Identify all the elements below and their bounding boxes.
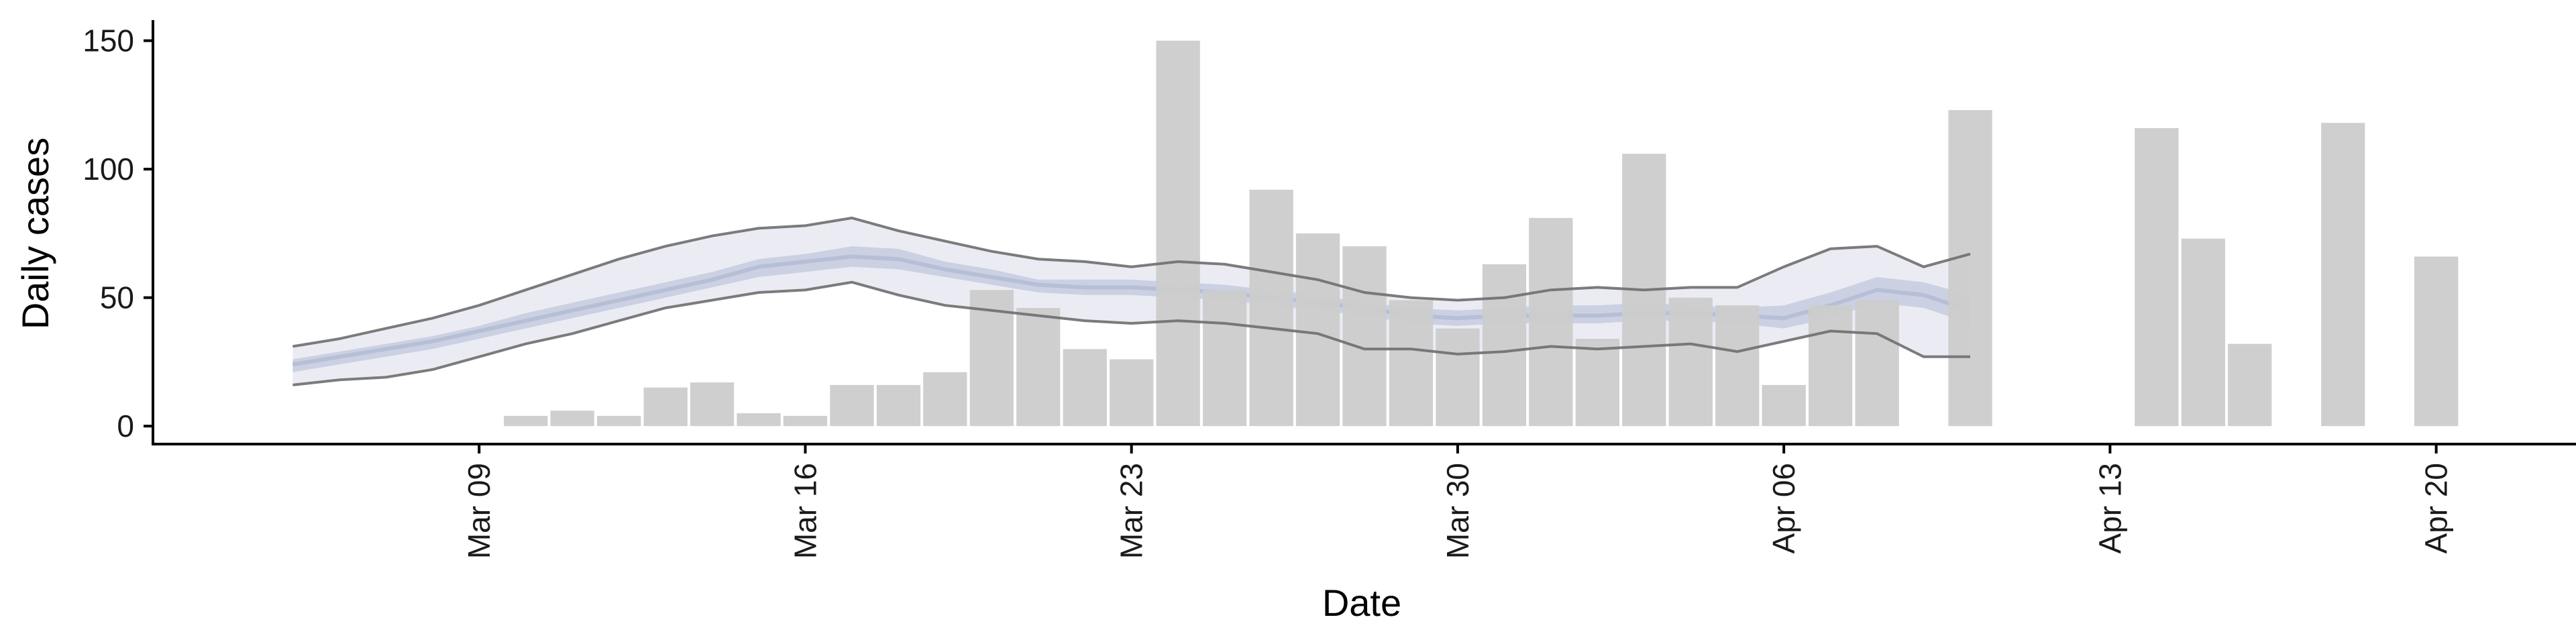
y-tick-label-100: 100 <box>83 152 134 186</box>
bar-2020-03-11 <box>550 411 594 427</box>
x-tick-label-2020-03-23: Mar 23 <box>1114 463 1149 559</box>
bar-2020-03-28 <box>1342 246 1387 427</box>
bar-2020-03-27 <box>1295 233 1340 427</box>
upper-bound-line <box>292 216 1971 348</box>
bar-2020-03-13 <box>643 387 688 427</box>
bar-2020-03-29 <box>1389 300 1434 427</box>
bar-2020-04-18 <box>2321 123 2365 427</box>
bar-2020-03-21 <box>1016 308 1061 427</box>
axis-layer: 0 50 100 150 Mar 09 Mar 16 Mar 23 Mar 30 Apr 06 A… <box>83 20 2576 559</box>
bar-2020-04-02 <box>1575 339 1619 427</box>
x-tick-label-2020-03-09: Mar 09 <box>462 463 496 559</box>
bar-2020-04-20 <box>2414 256 2459 427</box>
bar-2020-03-18 <box>876 384 921 427</box>
x-tick-label-2020-03-16: Mar 16 <box>788 463 823 559</box>
bar-2020-03-10 <box>504 415 548 427</box>
bar-2020-04-14 <box>2135 127 2179 427</box>
y-tick-label-150: 150 <box>83 23 134 58</box>
bar-2020-03-24 <box>1156 40 1200 427</box>
lower-bound-line <box>292 280 1970 386</box>
y-tick-label-50: 50 <box>100 280 134 315</box>
bar-2020-04-15 <box>2181 238 2225 427</box>
bar-2020-03-15 <box>737 413 781 427</box>
bar-2020-04-10 <box>1948 110 1992 427</box>
x-axis-title: Date <box>1322 582 1401 624</box>
y-tick-label-0: 0 <box>117 409 134 443</box>
x-tick-label-2020-04-06: Apr 06 <box>1766 463 1801 554</box>
bar-2020-04-16 <box>2228 343 2272 427</box>
bar-2020-04-04 <box>1668 297 1713 427</box>
bar-2020-04-01 <box>1529 217 1573 427</box>
bar-2020-03-17 <box>830 384 874 427</box>
bar-2020-03-23 <box>1110 359 1154 427</box>
y-axis-title: Daily cases <box>14 138 56 329</box>
bar-2020-04-07 <box>1809 305 1853 427</box>
bar-2020-03-19 <box>923 372 967 427</box>
bar-2020-03-14 <box>690 382 735 427</box>
x-tick-label-2020-03-30: Mar 30 <box>1440 463 1475 559</box>
x-tick-label-2020-04-13: Apr 13 <box>2092 463 2127 554</box>
bar-2020-04-06 <box>1762 384 1806 427</box>
x-tick-label-2020-04-20: Apr 20 <box>2419 463 2454 554</box>
bar-2020-03-31 <box>1482 264 1527 427</box>
bar-2020-03-16 <box>783 415 828 427</box>
bar-2020-03-30 <box>1436 328 1480 427</box>
bar-2020-03-22 <box>1063 349 1107 427</box>
bar-2020-04-05 <box>1715 305 1760 427</box>
bound-line-layer <box>292 216 1971 386</box>
bar-layer <box>504 40 2459 427</box>
bar-2020-03-12 <box>597 415 641 427</box>
bar-2020-04-08 <box>1855 300 1899 427</box>
bar-2020-03-26 <box>1249 189 1293 427</box>
bar-2020-03-25 <box>1203 290 1247 427</box>
